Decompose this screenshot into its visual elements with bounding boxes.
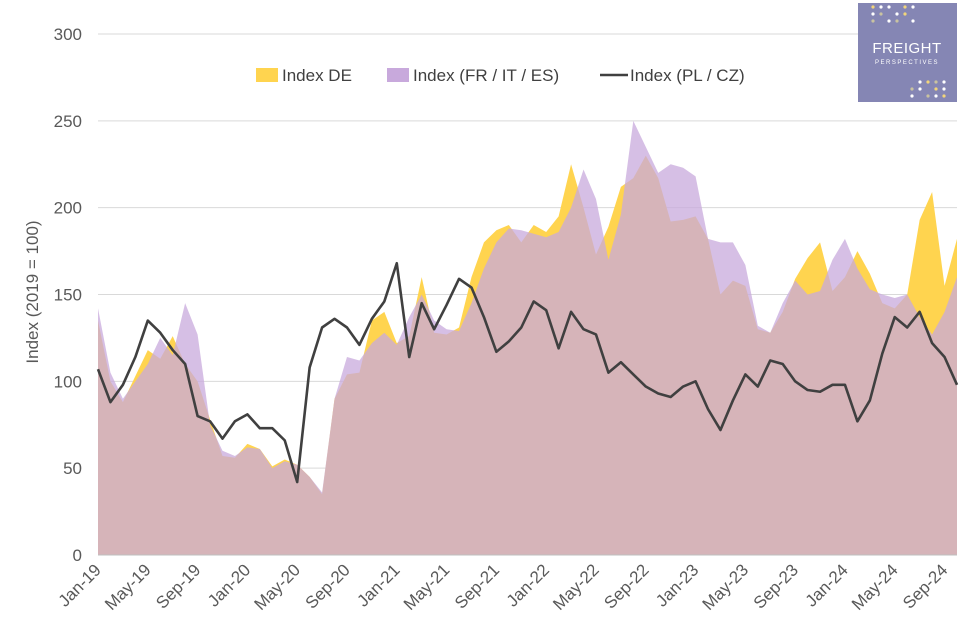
y-tick-label: 100	[54, 372, 82, 391]
x-tick-label: Jan-24	[802, 560, 852, 610]
y-axis: 0 50 100 150 200 250 300	[54, 25, 82, 565]
legend-label-fr-it-es: Index (FR / IT / ES)	[413, 66, 559, 85]
x-tick-label: Jan-22	[503, 560, 553, 610]
freight-perspectives-logo: FREIGHT PERSPECTIVES	[858, 3, 957, 102]
x-tick-label: Sep-22	[600, 560, 652, 612]
x-tick-label: Jan-23	[652, 560, 702, 610]
y-tick-label: 0	[73, 546, 82, 565]
x-tick-label: May-20	[250, 560, 304, 614]
x-tick-label: May-24	[848, 560, 902, 614]
x-tick-label: Sep-19	[152, 560, 204, 612]
x-tick-label: May-21	[400, 560, 454, 614]
logo-dots-bottom	[910, 80, 946, 98]
legend-label-de: Index DE	[282, 66, 352, 85]
legend-item-de: Index DE	[256, 66, 352, 85]
x-tick-label: Jan-20	[204, 560, 254, 610]
legend-swatch-de	[256, 68, 278, 82]
y-tick-label: 200	[54, 199, 82, 218]
x-tick-label: Jan-21	[353, 560, 403, 610]
x-tick-label: Sep-23	[750, 560, 802, 612]
x-tick-label: May-19	[101, 560, 155, 614]
legend-swatch-fr-it-es	[387, 68, 409, 82]
x-tick-label: Sep-21	[451, 560, 503, 612]
line-series	[96, 261, 959, 484]
y-tick-label: 300	[54, 25, 82, 44]
y-tick-label: 50	[63, 459, 82, 478]
x-tick-label: Sep-24	[899, 560, 951, 612]
logo-tagline: PERSPECTIVES	[875, 60, 939, 66]
x-tick-label: May-23	[699, 560, 753, 614]
legend-item-fr-it-es: Index (FR / IT / ES)	[387, 66, 559, 85]
legend-label-pl-cz: Index (PL / CZ)	[630, 66, 745, 85]
logo-background	[858, 3, 957, 102]
logo-dots-top	[871, 5, 915, 23]
line-index-pl-cz	[96, 261, 959, 484]
x-tick-label: Jan-19	[55, 560, 105, 610]
area-index-fr-it-es	[98, 120, 957, 555]
y-tick-label: 150	[54, 286, 82, 305]
logo-name: FREIGHT	[872, 40, 941, 57]
x-tick-label: May-22	[549, 560, 603, 614]
y-tick-label: 250	[54, 112, 82, 131]
legend-item-pl-cz: Index (PL / CZ)	[600, 66, 745, 85]
x-tick-label: Sep-20	[302, 560, 354, 612]
legend: Index DE Index (FR / IT / ES) Index (PL …	[256, 66, 745, 85]
y-axis-label: Index (2019 = 100)	[23, 220, 42, 363]
area-series	[98, 120, 957, 555]
